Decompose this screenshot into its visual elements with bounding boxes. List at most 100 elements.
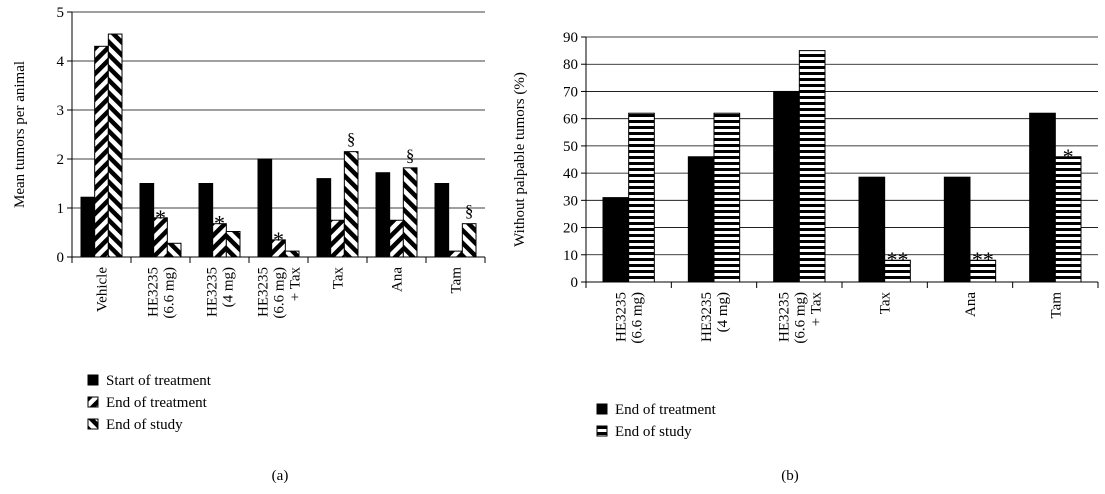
- panel-a-significance-marker: *: [155, 205, 166, 230]
- panel-a-x-tick-label: HE3235: [146, 267, 162, 317]
- panel-b-x-tick-labels: HE3235 (6.6 mg) HE3235 (4 mg) HE3235 (6.6 mg)…: [614, 292, 1065, 344]
- panel-a-significance-marker: §: [347, 130, 356, 149]
- panel-b-bar: [1054, 156, 1082, 283]
- panel-b-y-tick-labels: 0 10 20 30 40 50 60 70 80 90: [563, 30, 578, 291]
- panel-a-x-tick-label: Tax: [331, 267, 347, 290]
- panel-a-legend-label: End of treatment: [106, 395, 208, 411]
- panel-a-x-tick-label: (6.6 mg): [162, 267, 178, 319]
- panel-b-y-tick-label: 70: [563, 84, 578, 100]
- panel-b-x-tick-label: (6.6 mg): [630, 292, 646, 344]
- panel-a-y-tick-labels: 0 1 2 3 4 5: [57, 5, 65, 266]
- panel-b-legend-swatch: [596, 425, 608, 437]
- panel-b-x-tick-label: (4 mg): [715, 292, 731, 332]
- panel-a-bar: [198, 183, 214, 258]
- panel-a-legend-swatch: [87, 418, 99, 430]
- panel-a-y-tick-label: 4: [57, 54, 65, 70]
- panel-a-legend-label: End of study: [106, 417, 183, 433]
- panel-b-significance-marker: **: [972, 247, 994, 272]
- panel-a-significance-marker: *: [273, 227, 284, 252]
- panel-b-bar: [628, 112, 655, 283]
- panel-b-x-tick-label: + Tax: [808, 292, 824, 327]
- panel-b-legend-label: End of treatment: [615, 402, 717, 418]
- panel-b-y-tick-label: 60: [563, 112, 578, 128]
- panel-a-y-axis-label: Mean tumors per animal: [12, 61, 28, 208]
- panel-a-x-tick-label: Ana: [390, 267, 406, 292]
- panel-b-bar: [798, 50, 826, 283]
- panel-a-bar: [166, 242, 182, 258]
- panel-a-legend: Start of treatment End of treatment End of…: [87, 373, 212, 433]
- panel-a-y-tick-label: 3: [57, 103, 65, 119]
- panel-b-y-tick-label: 80: [563, 57, 578, 73]
- panel-b-x-tick-label: HE3235: [776, 292, 792, 342]
- panel-a-x-tick-label: Tam: [449, 267, 465, 294]
- panel-a-bar: [284, 250, 300, 258]
- panel-b-x-tick-label: Tam: [1048, 292, 1064, 319]
- panel-a-x-tick-label: + Tax: [288, 267, 304, 302]
- panel-b-x-tick-label: HE3235: [614, 292, 630, 342]
- panel-a-legend-label: Start of treatment: [106, 373, 212, 389]
- panel-a-legend-swatch: [87, 374, 99, 386]
- panel-a-bar: [343, 151, 359, 258]
- panel-b-y-axis-label: Without palpable tumors (%): [512, 72, 528, 247]
- panel-b-x-tick-label: Tax: [878, 292, 894, 315]
- panel-a-bar: [225, 231, 241, 258]
- panel-b-y-tick-label: 50: [563, 139, 578, 155]
- panel-a-annotations: * * * § § §: [155, 130, 473, 252]
- panel-b-legend: End of treatment End of study: [596, 402, 717, 440]
- panel-a-legend-swatch: [87, 396, 99, 408]
- panel-a-y-tick-label: 2: [57, 152, 65, 168]
- panel-a-y-tick-label: 0: [57, 250, 65, 266]
- panel-a-bar: [389, 219, 404, 258]
- panel-b-axes: [581, 36, 1099, 288]
- panel-a-x-tick-label: HE3235: [205, 267, 221, 317]
- panel-b-gridlines: [586, 36, 1098, 256]
- panel-a-x-tick-label: Vehicle: [95, 267, 111, 312]
- panel-a-x-tick-label: (6.6 mg): [272, 267, 288, 319]
- panel-a-bar: [139, 183, 155, 258]
- panel-b-label: (b): [781, 468, 799, 484]
- panel-a-x-tick-labels: Vehicle HE3235 (6.6 mg) HE3235 (4 mg) HE3235(…: [95, 267, 465, 319]
- panel-b-annotations: ** ***: [887, 144, 1074, 272]
- panel-a-bar: [257, 158, 273, 258]
- panel-a-bar: [461, 223, 477, 258]
- panel-a-bar: [402, 167, 418, 258]
- panel-b-bars: [602, 50, 1082, 283]
- panel-a-y-tick-label: 5: [57, 5, 65, 21]
- panel-b-bar: [1029, 112, 1056, 283]
- panel-a-bar: [448, 250, 463, 258]
- panel-a-bar: [80, 196, 96, 258]
- panel-a-bar: [107, 33, 123, 258]
- panel-b-bar: [713, 112, 741, 283]
- panel-a-gridlines: [72, 11, 485, 209]
- panel-a-bar: [434, 183, 450, 258]
- panel-b-y-tick-label: 90: [563, 30, 578, 46]
- panel-b-x-tick-label: HE3235: [699, 292, 715, 342]
- panel-b-x-tick-label: Ana: [963, 292, 979, 317]
- panel-a-bar: [375, 172, 391, 258]
- panel-a-significance-marker: §: [465, 202, 474, 221]
- panel-a-y-tick-label: 1: [57, 201, 65, 217]
- panel-a-bar: [316, 178, 332, 258]
- panel-a-bar: [330, 219, 345, 258]
- panel-b-significance-marker: *: [1063, 144, 1074, 169]
- panel-b-y-tick-label: 40: [563, 166, 578, 182]
- panel-b-bar: [773, 90, 800, 283]
- panel-a-axes: [67, 11, 486, 263]
- panel-a-bar: [94, 45, 109, 258]
- panel-a-significance-marker: *: [214, 211, 225, 236]
- panel-b-bar: [943, 176, 971, 283]
- panel-b-y-tick-label: 20: [563, 221, 578, 237]
- panel-a-bars: [80, 33, 477, 258]
- panel-b-x-tick-label: (6.6 mg): [792, 292, 808, 344]
- panel-b-bar: [687, 156, 715, 283]
- panel-a-significance-marker: §: [406, 146, 415, 165]
- panel-b-significance-marker: **: [887, 247, 909, 272]
- panel-b-legend-label: End of study: [615, 424, 692, 440]
- panel-a-x-tick-label: (4 mg): [221, 267, 237, 307]
- panel-b-bar: [858, 176, 886, 283]
- panel-a-label: (a): [272, 468, 289, 484]
- panel-a-x-tick-label: HE3235: [256, 267, 272, 317]
